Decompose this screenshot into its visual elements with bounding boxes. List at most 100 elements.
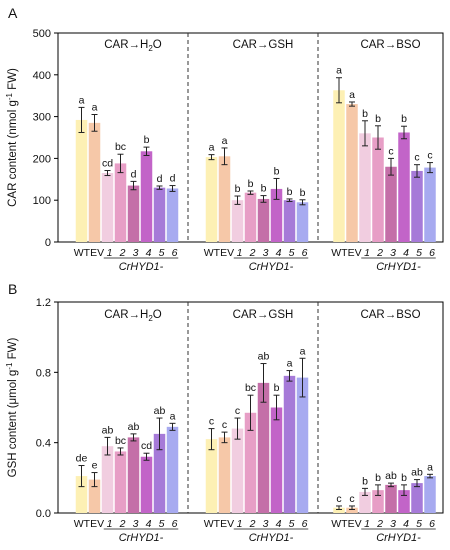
x-category-line: 5: [159, 518, 165, 530]
significance-label: b: [261, 183, 267, 195]
significance-label: c: [349, 493, 354, 505]
significance-label: c: [388, 145, 393, 157]
significance-label: c: [209, 416, 214, 428]
line-group-label: CrHYD1-: [119, 532, 164, 544]
x-category-line: 6: [302, 247, 308, 259]
significance-label: b: [274, 165, 280, 177]
bar-3: [385, 484, 397, 513]
significance-label: b: [248, 178, 254, 190]
x-category-line: 1: [364, 518, 370, 530]
bar-5: [411, 170, 423, 242]
x-category-line: 1: [237, 247, 243, 259]
x-category-line: 3: [390, 247, 396, 259]
x-category-line: 3: [133, 247, 139, 259]
x-category-line: 5: [289, 247, 295, 259]
bar-6: [424, 167, 436, 242]
x-category-line: 1: [107, 518, 113, 530]
significance-label: b: [274, 382, 280, 394]
x-category-line: 2: [119, 247, 126, 259]
bar-3: [257, 198, 270, 242]
x-category-line: 1: [107, 247, 113, 259]
y-tick-label: 0.8: [36, 367, 51, 379]
x-category-line: 5: [416, 247, 422, 259]
bar-4: [398, 132, 410, 242]
significance-label: b: [235, 183, 241, 195]
significance-label: a: [287, 358, 293, 370]
panel-b-chart: B 0.0 0.4 0.8 1.2 GSH content (μmol g-1 FW) CA…: [5, 281, 444, 544]
x-category-line: 2: [249, 518, 256, 530]
x-category-line: 5: [289, 518, 295, 530]
group-title: CAR→GSH: [233, 309, 294, 321]
bar-4: [398, 490, 410, 513]
bar-5: [153, 187, 166, 242]
significance-label: b: [144, 134, 150, 146]
y-tick-label: 500: [33, 28, 51, 40]
bar-6: [424, 476, 436, 513]
significance-label: a: [349, 89, 355, 101]
x-category-wt-ev: WTEV: [74, 247, 104, 259]
line-group-label: CrHYD1-: [119, 261, 164, 273]
significance-label: ab: [258, 351, 270, 363]
line-group-label: CrHYD1-: [249, 261, 294, 273]
line-group-label: CrHYD1-: [376, 532, 421, 544]
x-category-line: 3: [390, 518, 396, 530]
significance-label: ab: [128, 421, 140, 433]
significance-label: d: [170, 173, 176, 185]
significance-label: b: [362, 108, 368, 120]
x-category-line: 3: [263, 518, 269, 530]
significance-label: b: [375, 472, 381, 484]
bar-2: [244, 192, 257, 242]
bar-2: [114, 451, 127, 513]
y-tick-label: 400: [33, 70, 51, 82]
x-category-line: 1: [237, 518, 243, 530]
significance-label: d: [131, 168, 137, 180]
bar-ev: [218, 437, 231, 513]
significance-label: e: [92, 460, 98, 472]
significance-label: a: [427, 461, 433, 473]
x-category-line: 2: [376, 247, 383, 259]
bar-3: [127, 185, 140, 242]
bar-5: [411, 483, 423, 513]
significance-label: b: [375, 113, 381, 125]
bar-6: [166, 426, 179, 513]
bar-wt: [205, 157, 218, 242]
significance-label: a: [209, 142, 215, 154]
panel-letter: B: [8, 281, 17, 297]
significance-label: a: [92, 102, 98, 114]
bar-wt: [75, 476, 88, 513]
bar-6: [166, 188, 179, 242]
bar-ev: [346, 104, 358, 242]
x-category-line: 1: [364, 247, 370, 259]
x-category-line: 5: [159, 247, 165, 259]
x-category-line: 4: [146, 247, 152, 259]
bar-2: [372, 137, 384, 242]
significance-label: d: [157, 173, 163, 185]
x-category-line: 4: [403, 518, 409, 530]
bar-wt: [333, 90, 345, 243]
significance-label: c: [414, 152, 419, 164]
bar-6: [296, 202, 309, 242]
bar-3: [127, 437, 140, 513]
x-category-line: 3: [263, 247, 269, 259]
panel-letter: A: [8, 5, 18, 21]
significance-label: a: [170, 410, 176, 422]
bar-4: [270, 407, 283, 513]
x-category-wt-ev: WTEV: [331, 247, 361, 259]
significance-label: b: [401, 113, 407, 125]
significance-label: a: [336, 65, 342, 77]
x-category-line: 2: [249, 247, 256, 259]
x-category-line: 5: [416, 518, 422, 530]
y-tick-label: 100: [33, 195, 51, 207]
y-axis-title: GSH content (μmol g-1 FW): [5, 338, 19, 478]
significance-label: ab: [154, 405, 166, 417]
y-tick-label: 300: [33, 112, 51, 124]
significance-label: bc: [115, 435, 126, 447]
group-title: CAR→H2O: [104, 309, 162, 323]
bar-ev: [346, 507, 358, 513]
significance-label: ab: [385, 470, 397, 482]
bar-6: [296, 377, 309, 513]
x-category-line: 6: [302, 518, 308, 530]
y-tick-label: 200: [33, 153, 51, 165]
bar-3: [385, 166, 397, 242]
